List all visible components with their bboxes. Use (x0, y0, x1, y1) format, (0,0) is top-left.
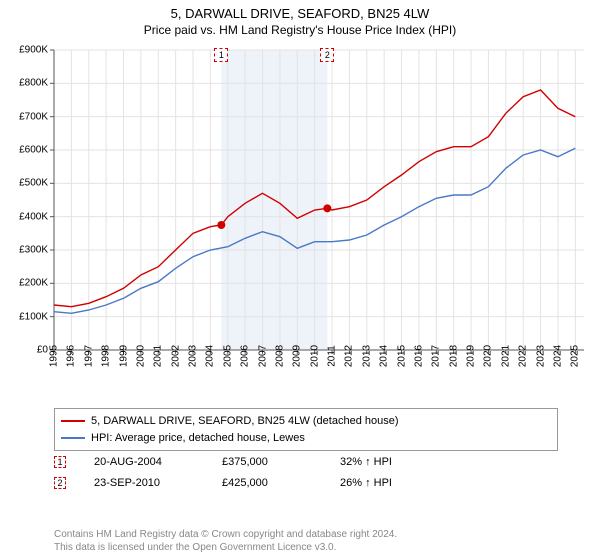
sale-marker-icon: 2 (54, 477, 66, 489)
x-tick-label: 1997 (83, 345, 94, 367)
x-tick-label: 2009 (292, 345, 303, 367)
x-tick-label: 2002 (170, 345, 181, 367)
sale-date: 23-SEP-2010 (94, 473, 194, 494)
legend-label: HPI: Average price, detached house, Lewe… (91, 430, 305, 447)
x-tick-label: 2019 (466, 345, 477, 367)
x-tick-label: 2021 (500, 345, 511, 367)
sale-marker-icon: 1 (54, 456, 66, 468)
legend-swatch (61, 437, 85, 439)
x-tick-label: 2023 (535, 345, 546, 367)
footer-line-2: This data is licensed under the Open Gov… (54, 541, 397, 554)
x-tick-label: 2025 (570, 345, 581, 367)
chart-title: 5, DARWALL DRIVE, SEAFORD, BN25 4LW (0, 0, 600, 23)
x-tick-label: 2024 (552, 345, 563, 367)
legend-item: 5, DARWALL DRIVE, SEAFORD, BN25 4LW (det… (61, 413, 551, 430)
y-tick-label: £700K (19, 111, 48, 122)
x-axis-labels: 1995199619971998199920002001200220032004… (0, 356, 600, 406)
x-tick-label: 1995 (49, 345, 60, 367)
y-tick-label: £400K (19, 211, 48, 222)
y-tick-label: £100K (19, 311, 48, 322)
x-tick-label: 2022 (518, 345, 529, 367)
x-tick-label: 2012 (344, 345, 355, 367)
x-tick-label: 1999 (118, 345, 129, 367)
x-tick-label: 2011 (327, 345, 338, 367)
x-tick-label: 2010 (309, 345, 320, 367)
x-tick-label: 1998 (101, 345, 112, 367)
legend-item: HPI: Average price, detached house, Lewe… (61, 430, 551, 447)
sale-price: £375,000 (222, 452, 312, 473)
x-tick-label: 2004 (205, 345, 216, 367)
legend-label: 5, DARWALL DRIVE, SEAFORD, BN25 4LW (det… (91, 413, 399, 430)
x-tick-label: 2007 (257, 345, 268, 367)
x-tick-label: 2017 (431, 345, 442, 367)
x-tick-label: 2006 (240, 345, 251, 367)
y-tick-label: £0 (37, 345, 48, 356)
x-tick-label: 2016 (413, 345, 424, 367)
x-tick-label: 2005 (222, 345, 233, 367)
y-tick-label: £500K (19, 178, 48, 189)
sale-dot (323, 204, 331, 212)
x-tick-label: 2000 (135, 345, 146, 367)
legend: 5, DARWALL DRIVE, SEAFORD, BN25 4LW (det… (54, 408, 558, 451)
x-tick-label: 2018 (448, 345, 459, 367)
sale-row: 1 20-AUG-2004 £375,000 32% ↑ HPI (54, 452, 430, 473)
y-axis-labels: £0 £100K £200K £300K £400K £500K £600K £700K £80… (0, 42, 48, 402)
x-tick-label: 2003 (188, 345, 199, 367)
sale-diff: 26% ↑ HPI (340, 473, 430, 494)
sale-date: 20-AUG-2004 (94, 452, 194, 473)
x-tick-label: 2015 (396, 345, 407, 367)
x-tick-label: 2020 (483, 345, 494, 367)
footer-attribution: Contains HM Land Registry data © Crown c… (54, 528, 397, 554)
y-tick-label: £200K (19, 278, 48, 289)
chart-area: £0 £100K £200K £300K £400K £500K £600K £700K £80… (0, 42, 600, 402)
x-tick-label: 2008 (274, 345, 285, 367)
x-tick-label: 2013 (361, 345, 372, 367)
y-tick-label: £900K (19, 45, 48, 56)
chart-subtitle: Price paid vs. HM Land Registry's House … (0, 23, 600, 41)
sales-table: 1 20-AUG-2004 £375,000 32% ↑ HPI 2 23-SEP-201… (54, 452, 430, 494)
x-tick-label: 2014 (379, 345, 390, 367)
sale-marker: 1 (214, 48, 228, 62)
sale-row: 2 23-SEP-2010 £425,000 26% ↑ HPI (54, 473, 430, 494)
x-tick-label: 2001 (153, 345, 164, 367)
sale-marker: 2 (320, 48, 334, 62)
legend-swatch (61, 420, 85, 422)
sale-diff: 32% ↑ HPI (340, 452, 430, 473)
y-tick-label: £600K (19, 145, 48, 156)
sale-price: £425,000 (222, 473, 312, 494)
y-tick-label: £300K (19, 245, 48, 256)
x-tick-label: 1996 (66, 345, 77, 367)
sale-dot (217, 221, 225, 229)
footer-line-1: Contains HM Land Registry data © Crown c… (54, 528, 397, 541)
y-tick-label: £800K (19, 78, 48, 89)
